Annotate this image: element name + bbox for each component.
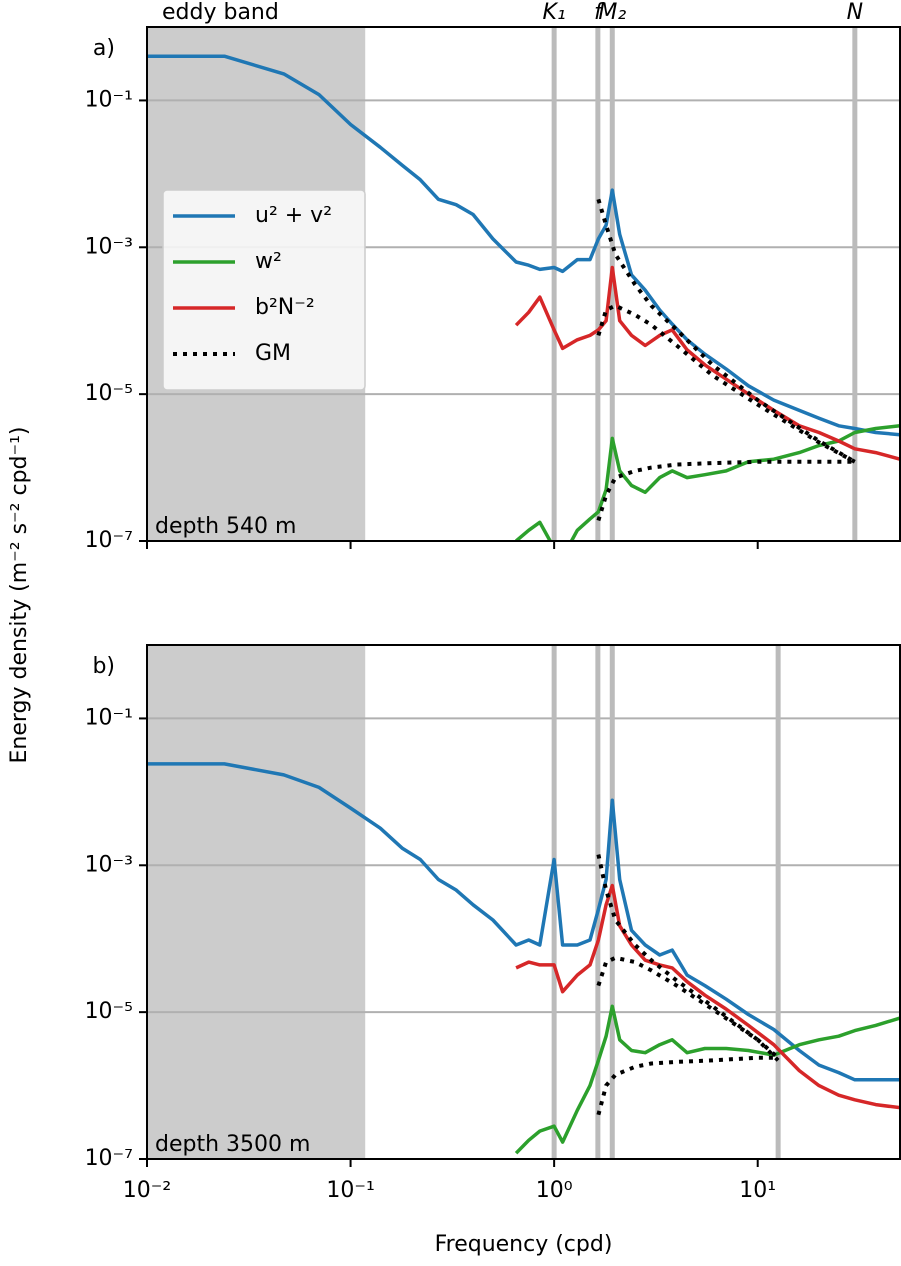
series-line xyxy=(514,265,900,461)
y-axis-label: Energy density (m⁻² s⁻² cpd⁻¹) xyxy=(7,426,32,763)
y-tick-label: 10⁻⁵ xyxy=(85,999,133,1024)
plot-area xyxy=(147,54,900,541)
series-line xyxy=(596,854,780,1116)
y-tick-label: 10⁻⁵ xyxy=(85,381,133,406)
reference-label: N xyxy=(847,0,863,25)
legend-label: w² xyxy=(255,249,282,274)
depth-annotation: depth 540 m xyxy=(155,514,296,539)
x-tick-label: 10⁻² xyxy=(123,1178,171,1203)
legend-label: u² + v² xyxy=(255,203,332,228)
series-line xyxy=(514,424,900,541)
depth-annotation: depth 3500 m xyxy=(155,1132,310,1157)
shade-label: eddy band xyxy=(162,0,279,25)
series-line xyxy=(147,762,900,1082)
y-tick-label: 10⁻³ xyxy=(85,234,133,259)
y-tick-label: 10⁻⁷ xyxy=(85,528,133,553)
axes-frame xyxy=(146,644,901,1160)
reference-label: M₂ xyxy=(598,0,626,25)
x-tick-label: 10⁰ xyxy=(536,1178,573,1203)
panel-label: a) xyxy=(93,36,115,61)
x-tick-label: 10¹ xyxy=(739,1178,776,1203)
legend-label: b²N⁻² xyxy=(255,295,315,320)
y-tick-label: 10⁻¹ xyxy=(85,87,133,112)
series-line xyxy=(514,1004,900,1155)
shade-band xyxy=(147,645,366,1159)
axes-frame xyxy=(146,26,901,542)
x-tick-label: 10⁻¹ xyxy=(326,1178,374,1203)
y-tick-label: 10⁻³ xyxy=(85,852,133,877)
series-line xyxy=(147,54,900,437)
reference-label: K₁ xyxy=(543,0,566,25)
reference-label: f xyxy=(594,0,605,25)
x-axis-label: Frequency (cpd) xyxy=(435,1232,613,1257)
plot-area xyxy=(147,762,900,1155)
series-line xyxy=(515,883,900,1110)
y-tick-label: 10⁻¹ xyxy=(85,705,133,730)
legend-label: GM xyxy=(255,341,291,366)
series-line xyxy=(596,198,856,522)
y-tick-label: 10⁻⁷ xyxy=(85,1146,133,1171)
panel-label: b) xyxy=(92,654,115,679)
legend-box xyxy=(162,189,366,391)
